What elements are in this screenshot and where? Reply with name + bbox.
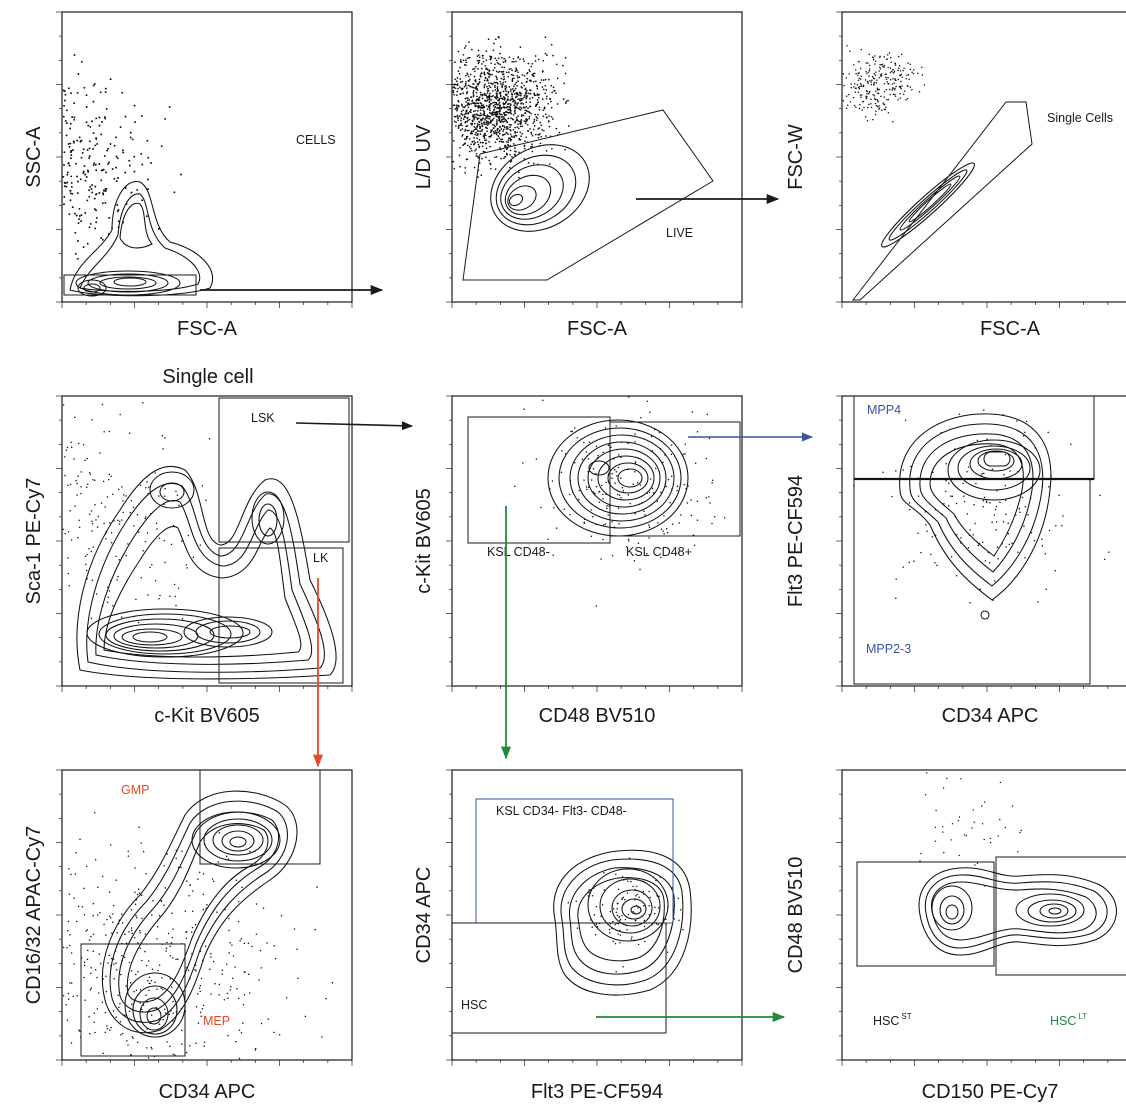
gate-hsc-st (856, 861, 995, 967)
x-axis-title: CD48 BV510 (539, 705, 656, 727)
y-axis-title: Flt3 PE-CF594 (785, 475, 807, 607)
contour-population (899, 413, 1052, 620)
panel-header: Single cell (162, 366, 253, 388)
y-axis-title: CD16/32 APAC-Cy7 (23, 826, 45, 1005)
panel-kit-sca: Single cell LSK LK c-Kit BV605 (23, 366, 353, 727)
axis-ticks (836, 769, 1109, 1066)
panel-fsc-ld: LIVE FSC-A L/D UV (413, 11, 743, 340)
axis-ticks (836, 395, 1109, 692)
panel-cd150-cd48: HSC ST HSC LT CD150 PE-Cy7 CD48 BV510 (785, 769, 1126, 1103)
axis-ticks (446, 395, 743, 692)
gate-hsc-lt (995, 856, 1126, 976)
x-axis-title: Flt3 PE-CF594 (531, 1081, 663, 1103)
gate-label-ksl-cd48-pos: KSL CD48+ (626, 545, 692, 559)
gate-label-ksl-cd34-flt3-cd48: KSL CD34- Flt3- CD48- (496, 804, 627, 818)
gate-label-mpp4: MPP4 (867, 403, 901, 417)
gate-cells (63, 274, 197, 296)
x-axis-title: CD34 APC (159, 1081, 256, 1103)
event-scatter (852, 409, 1110, 604)
contour-population (918, 867, 1117, 956)
y-axis-title: SSC-A (23, 126, 45, 188)
contour-population (490, 144, 590, 232)
gate-label-ksl-cd48-neg: KSL CD48- (487, 545, 550, 559)
axis-ticks (56, 11, 353, 308)
gate-label-live: LIVE (666, 226, 693, 240)
contour-population (76, 465, 337, 680)
gate-single-cells (851, 101, 1033, 301)
axis-ticks (836, 11, 1109, 308)
y-axis-title: L/D UV (413, 124, 435, 189)
gate-label-mpp2-3: MPP2-3 (866, 642, 911, 656)
event-scatter (452, 35, 570, 179)
event-scatter (62, 812, 334, 1060)
panel-fsc-ssc: CELLS FSC-A SSC-A (23, 11, 353, 340)
x-axis-title: FSC-A (567, 318, 628, 340)
x-axis-title: FSC-A (980, 318, 1041, 340)
gate-lsk (218, 397, 350, 543)
panel-flt3-cd34: KSL CD34- Flt3- CD48- HSC Flt3 PE-CF594 … (413, 769, 743, 1103)
gate-label-gmp: GMP (121, 783, 149, 797)
plot-frame (451, 395, 743, 687)
panel-cd34-cd1632: GMP MEP CD34 APC CD16/32 APAC-Cy7 (23, 769, 353, 1103)
event-scatter (62, 54, 182, 292)
contour-population (881, 162, 975, 248)
gate-gmp (199, 769, 321, 865)
x-axis-title: CD34 APC (942, 705, 1039, 727)
y-axis-title: c-Kit BV605 (413, 488, 435, 594)
axis-ticks (446, 11, 743, 308)
gate-hsc (451, 922, 667, 1034)
event-scatter (919, 772, 1022, 887)
gate-label-lsk: LSK (251, 411, 275, 425)
y-axis-title: Sca-1 PE-Cy7 (23, 478, 45, 605)
x-axis-title: c-Kit BV605 (154, 705, 260, 727)
gate-label-hsc: HSC (461, 998, 487, 1012)
panel-cd48-kit: KSL CD48- KSL CD48+ CD48 BV510 c-Kit BV6… (413, 395, 743, 727)
x-axis-title: CD150 PE-Cy7 (922, 1081, 1059, 1103)
contour-population (547, 419, 689, 537)
gate-label-hsc-lt: HSC LT (1050, 1012, 1087, 1028)
gate-live (462, 109, 714, 281)
gate-mep (80, 943, 186, 1057)
axis-ticks (56, 395, 353, 692)
event-scatter (62, 402, 214, 651)
axis-ticks (56, 769, 353, 1066)
gating-arrows (200, 193, 814, 1023)
y-axis-title: CD48 BV510 (785, 857, 807, 974)
panel-cd34-flt3: MPP4 MPP2-3 CD34 APC Flt3 PE-CF594 (785, 395, 1126, 727)
x-axis-title: FSC-A (177, 318, 238, 340)
gate-label-hsc-st: HSC ST (873, 1012, 912, 1028)
event-scatter (842, 44, 926, 123)
contour-population (69, 181, 213, 297)
gate-label-mep: MEP (203, 1014, 230, 1028)
plot-frame (61, 11, 353, 303)
axis-ticks (446, 769, 743, 1066)
gate-label-lk: LK (313, 551, 329, 565)
gate-lk (218, 547, 344, 684)
arrow-lsk-to-cd48 (295, 421, 414, 431)
gate-label-single-cells: Single Cells (1047, 111, 1113, 125)
gate-ksl-cd48-pos (609, 421, 741, 537)
contour-population (553, 849, 692, 996)
gate-label-cells: CELLS (296, 133, 336, 147)
y-axis-title: CD34 APC (413, 867, 435, 964)
y-axis-title: FSC-W (785, 124, 807, 190)
panel-fsc-fscw: Single Cells FSC-A FSC-W (785, 11, 1126, 340)
gate-ksl-cd48-neg (467, 416, 611, 544)
